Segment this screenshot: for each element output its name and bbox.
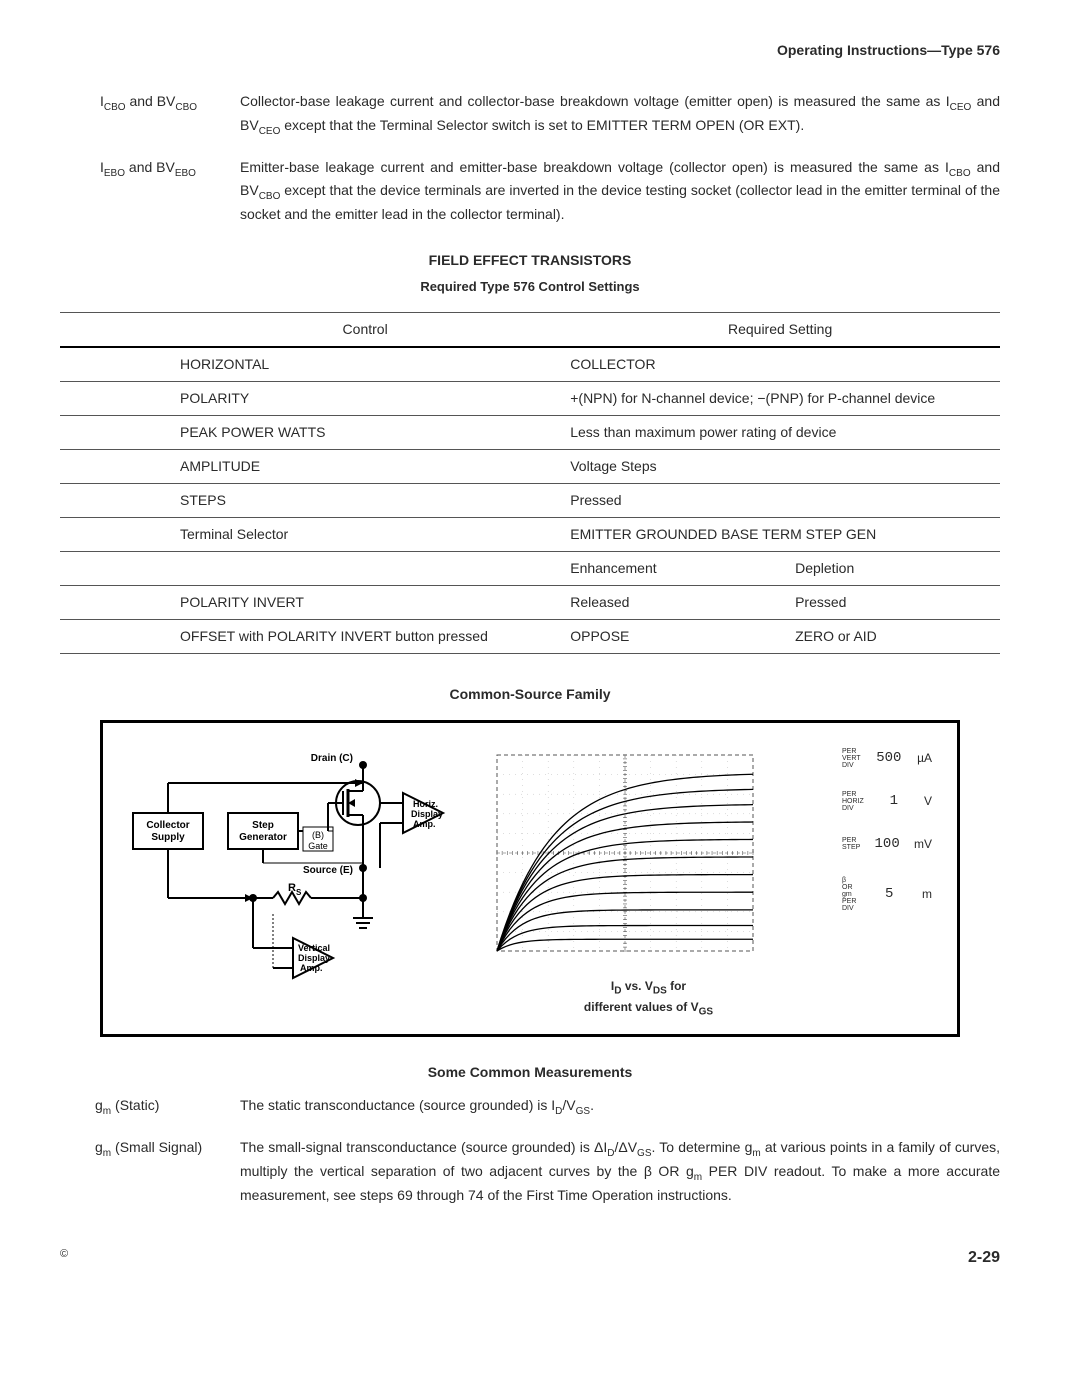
svg-text:Generator: Generator [239,832,287,843]
fet-subtitle: Required Type 576 Control Settings [60,277,1000,297]
svg-text:Source (E): Source (E) [303,865,353,876]
th-enh: Enhancement [560,551,785,585]
readout-row: βORgmPERDIV 5 m [842,877,932,912]
curve-family: ID vs. VDS fordifferent values of VGS [485,743,812,1020]
table-setting: COLLECTOR [560,347,1000,382]
readout-row: PERHORIZDIV 1 V [842,791,932,812]
readout-row: PERVERTDIV 500 µA [842,748,932,769]
readout-unit: µA [917,749,932,767]
readout-value: 1 [890,791,898,812]
def-iebo: IEBO and BVEBO Emitter-base leakage curr… [60,157,1000,226]
table-setting: Pressed [560,483,1000,517]
meas-term: gm (Static) [60,1095,240,1119]
def-desc: Collector-base leakage current and colle… [240,91,1000,139]
measurements-title: Some Common Measurements [60,1062,1000,1083]
table-control: HORIZONTAL [60,347,560,382]
svg-text:Gate: Gate [308,841,328,851]
table-control: AMPLITUDE [60,449,560,483]
copyright-icon: © [60,1246,68,1263]
table-control: POLARITY [60,381,560,415]
table-control: PEAK POWER WATTS [60,415,560,449]
meas-gm-static: gm (Static) The static transconductance … [60,1095,1000,1119]
def-term: IEBO and BVEBO [60,157,240,226]
figure: Collector Supply Step Generator Drain (C… [100,720,960,1038]
table-setting: Less than maximum power rating of device [560,415,1000,449]
svg-text:Vertical: Vertical [298,943,330,953]
table-control: OFFSET with POLARITY INVERT button press… [60,619,560,653]
table-dep: ZERO or AID [785,619,1000,653]
fet-title: FIELD EFFECT TRANSISTORS [60,250,1000,271]
svg-text:Display: Display [298,953,330,963]
table-control: Terminal Selector [60,517,560,551]
svg-text:(B): (B) [312,830,324,840]
readout-row: PERSTEP 100 mV [842,834,932,855]
readout-label: PERVERTDIV [842,748,861,769]
page-number: 2-29 [60,1246,1000,1270]
meas-desc: The static transconductance (source grou… [240,1095,1000,1119]
def-desc: Emitter-base leakage current and emitter… [240,157,1000,226]
readout-unit: mV [914,835,932,853]
measurements: gm (Static) The static transconductance … [60,1095,1000,1205]
readout-value: 100 [875,834,900,855]
mode-blank [60,551,560,585]
table-control: POLARITY INVERT [60,585,560,619]
svg-text:Step: Step [252,820,274,831]
svg-text:Horiz.: Horiz. [413,799,438,809]
readout-unit: m [922,885,932,903]
table-setting: +(NPN) for N-channel device; −(PNP) for … [560,381,1000,415]
th-dep: Depletion [785,551,1000,585]
table-setting: EMITTER GROUNDED BASE TERM STEP GEN [560,517,1000,551]
readout-value: 500 [876,748,901,769]
page-header: Operating Instructions—Type 576 [60,40,1000,61]
block-diagram: Collector Supply Step Generator Drain (C… [128,743,455,1009]
svg-text:Amp.: Amp. [300,963,323,973]
figure-title: Common-Source Family [60,684,1000,705]
table-enh: OPPOSE [560,619,785,653]
svg-text:Drain (C): Drain (C) [311,753,353,764]
svg-text:Amp.: Amp. [413,819,436,829]
th-control: Control [60,312,560,347]
th-setting: Required Setting [560,312,1000,347]
readout-label: PERSTEP [842,837,860,851]
readouts: PERVERTDIV 500 µA PERHORIZDIV 1 V PERSTEP 100 mV… [842,743,932,912]
svg-text:Display: Display [411,809,443,819]
readout-label: PERHORIZDIV [842,791,864,812]
meas-gm-small: gm (Small Signal) The small-signal trans… [60,1137,1000,1206]
svg-text:Supply: Supply [151,832,185,843]
definitions: ICBO and BVCBO Collector-base leakage cu… [60,91,1000,225]
meas-term: gm (Small Signal) [60,1137,240,1206]
readout-value: 5 [885,884,893,905]
settings-table: ControlRequired Setting HORIZONTALCOLLEC… [60,312,1000,654]
def-icbo: ICBO and BVCBO Collector-base leakage cu… [60,91,1000,139]
table-enh: Released [560,585,785,619]
table-control: STEPS [60,483,560,517]
curve-caption: ID vs. VDS fordifferent values of VGS [485,977,812,1020]
def-term: ICBO and BVCBO [60,91,240,139]
meas-desc: The small-signal transconductance (sourc… [240,1137,1000,1206]
svg-text:S: S [296,888,302,897]
table-setting: Voltage Steps [560,449,1000,483]
svg-text:Collector: Collector [146,820,189,831]
readout-unit: V [924,792,932,810]
table-dep: Pressed [785,585,1000,619]
readout-label: βORgmPERDIV [842,877,856,912]
